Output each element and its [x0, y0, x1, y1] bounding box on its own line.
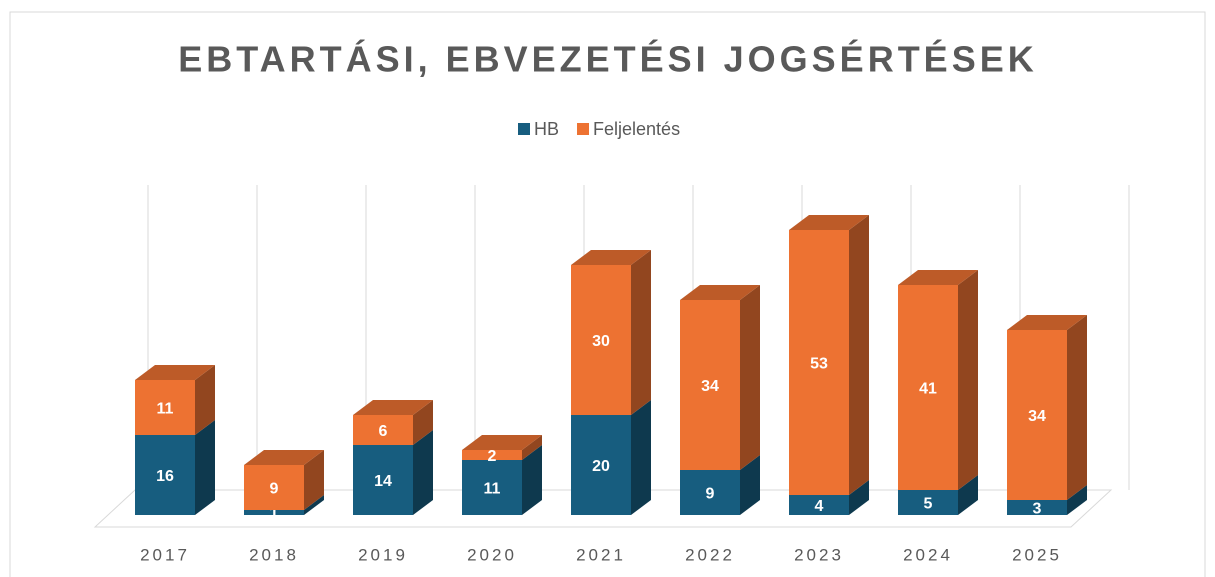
data-label: 14	[374, 473, 392, 490]
data-label: 9	[270, 481, 279, 498]
bar	[789, 495, 849, 515]
bar-top	[135, 365, 215, 380]
bar-side	[522, 445, 542, 515]
bar	[353, 415, 413, 445]
bar	[898, 285, 958, 490]
bar	[1007, 330, 1067, 500]
x-tick-label: 2023	[794, 545, 844, 564]
x-tick-label: 2020	[467, 545, 517, 564]
x-tick-label: 2019	[358, 545, 408, 564]
bar-side	[304, 450, 324, 510]
bar-side	[195, 365, 215, 435]
bar-side	[195, 420, 215, 515]
bar	[135, 435, 195, 515]
bar-top	[898, 270, 978, 285]
bar-side	[631, 250, 651, 415]
legend-swatch	[518, 123, 530, 135]
bar-side	[958, 475, 978, 515]
bar-top	[680, 285, 760, 300]
bar-side	[413, 430, 433, 515]
bar	[571, 265, 631, 415]
bar	[462, 450, 522, 460]
bar	[680, 300, 740, 470]
bar	[789, 230, 849, 495]
data-label: 5	[924, 496, 933, 513]
bar	[462, 460, 522, 515]
legend-label: HB	[534, 119, 559, 139]
data-label: 9	[706, 486, 715, 503]
bar-top	[462, 435, 542, 450]
data-label: 20	[592, 458, 610, 475]
bar-top	[571, 250, 651, 265]
bar	[571, 415, 631, 515]
bar	[1007, 500, 1067, 515]
data-label: 53	[810, 356, 828, 373]
bar-side	[740, 455, 760, 515]
x-tick-label: 2024	[903, 545, 953, 564]
x-tick-label: 2025	[1012, 545, 1062, 564]
bar	[244, 510, 304, 515]
data-label: 11	[157, 401, 174, 418]
data-label: 4	[815, 498, 824, 515]
bar-side	[631, 400, 651, 515]
bar-top	[244, 450, 324, 465]
legend-swatch	[577, 123, 590, 135]
bar-top	[789, 215, 869, 230]
bar-top	[353, 400, 433, 415]
data-label: 34	[701, 378, 719, 395]
x-tick-label: 2021	[576, 545, 626, 564]
bar-side	[958, 270, 978, 490]
data-label: 34	[1028, 408, 1046, 425]
x-tick-label: 2017	[140, 545, 190, 564]
data-label: 41	[919, 381, 937, 398]
bar-side	[849, 480, 869, 515]
bar-side	[740, 285, 760, 470]
bar-side	[1067, 315, 1087, 500]
data-label: 2	[488, 448, 497, 465]
data-label: 3	[1033, 501, 1042, 518]
data-label: 6	[379, 423, 388, 440]
bar	[135, 380, 195, 435]
x-tick-label: 2018	[249, 545, 299, 564]
bar-side	[849, 215, 869, 495]
bar	[680, 470, 740, 515]
bar	[898, 490, 958, 515]
bar-top	[1007, 315, 1087, 330]
bar-side	[522, 435, 542, 460]
x-tick-label: 2022	[685, 545, 735, 564]
bar	[353, 445, 413, 515]
bar-side	[304, 495, 324, 515]
legend-label: Feljelentés	[593, 119, 680, 139]
data-label: 16	[156, 468, 174, 485]
data-label: 11	[484, 481, 501, 498]
data-label: 1	[270, 505, 279, 522]
chart-title: EBTARTÁSI, EBVEZETÉSI JOGSÉRTÉSEK	[178, 39, 1037, 80]
bar-side	[1067, 485, 1087, 515]
bar	[244, 465, 304, 510]
data-label: 30	[592, 333, 610, 350]
